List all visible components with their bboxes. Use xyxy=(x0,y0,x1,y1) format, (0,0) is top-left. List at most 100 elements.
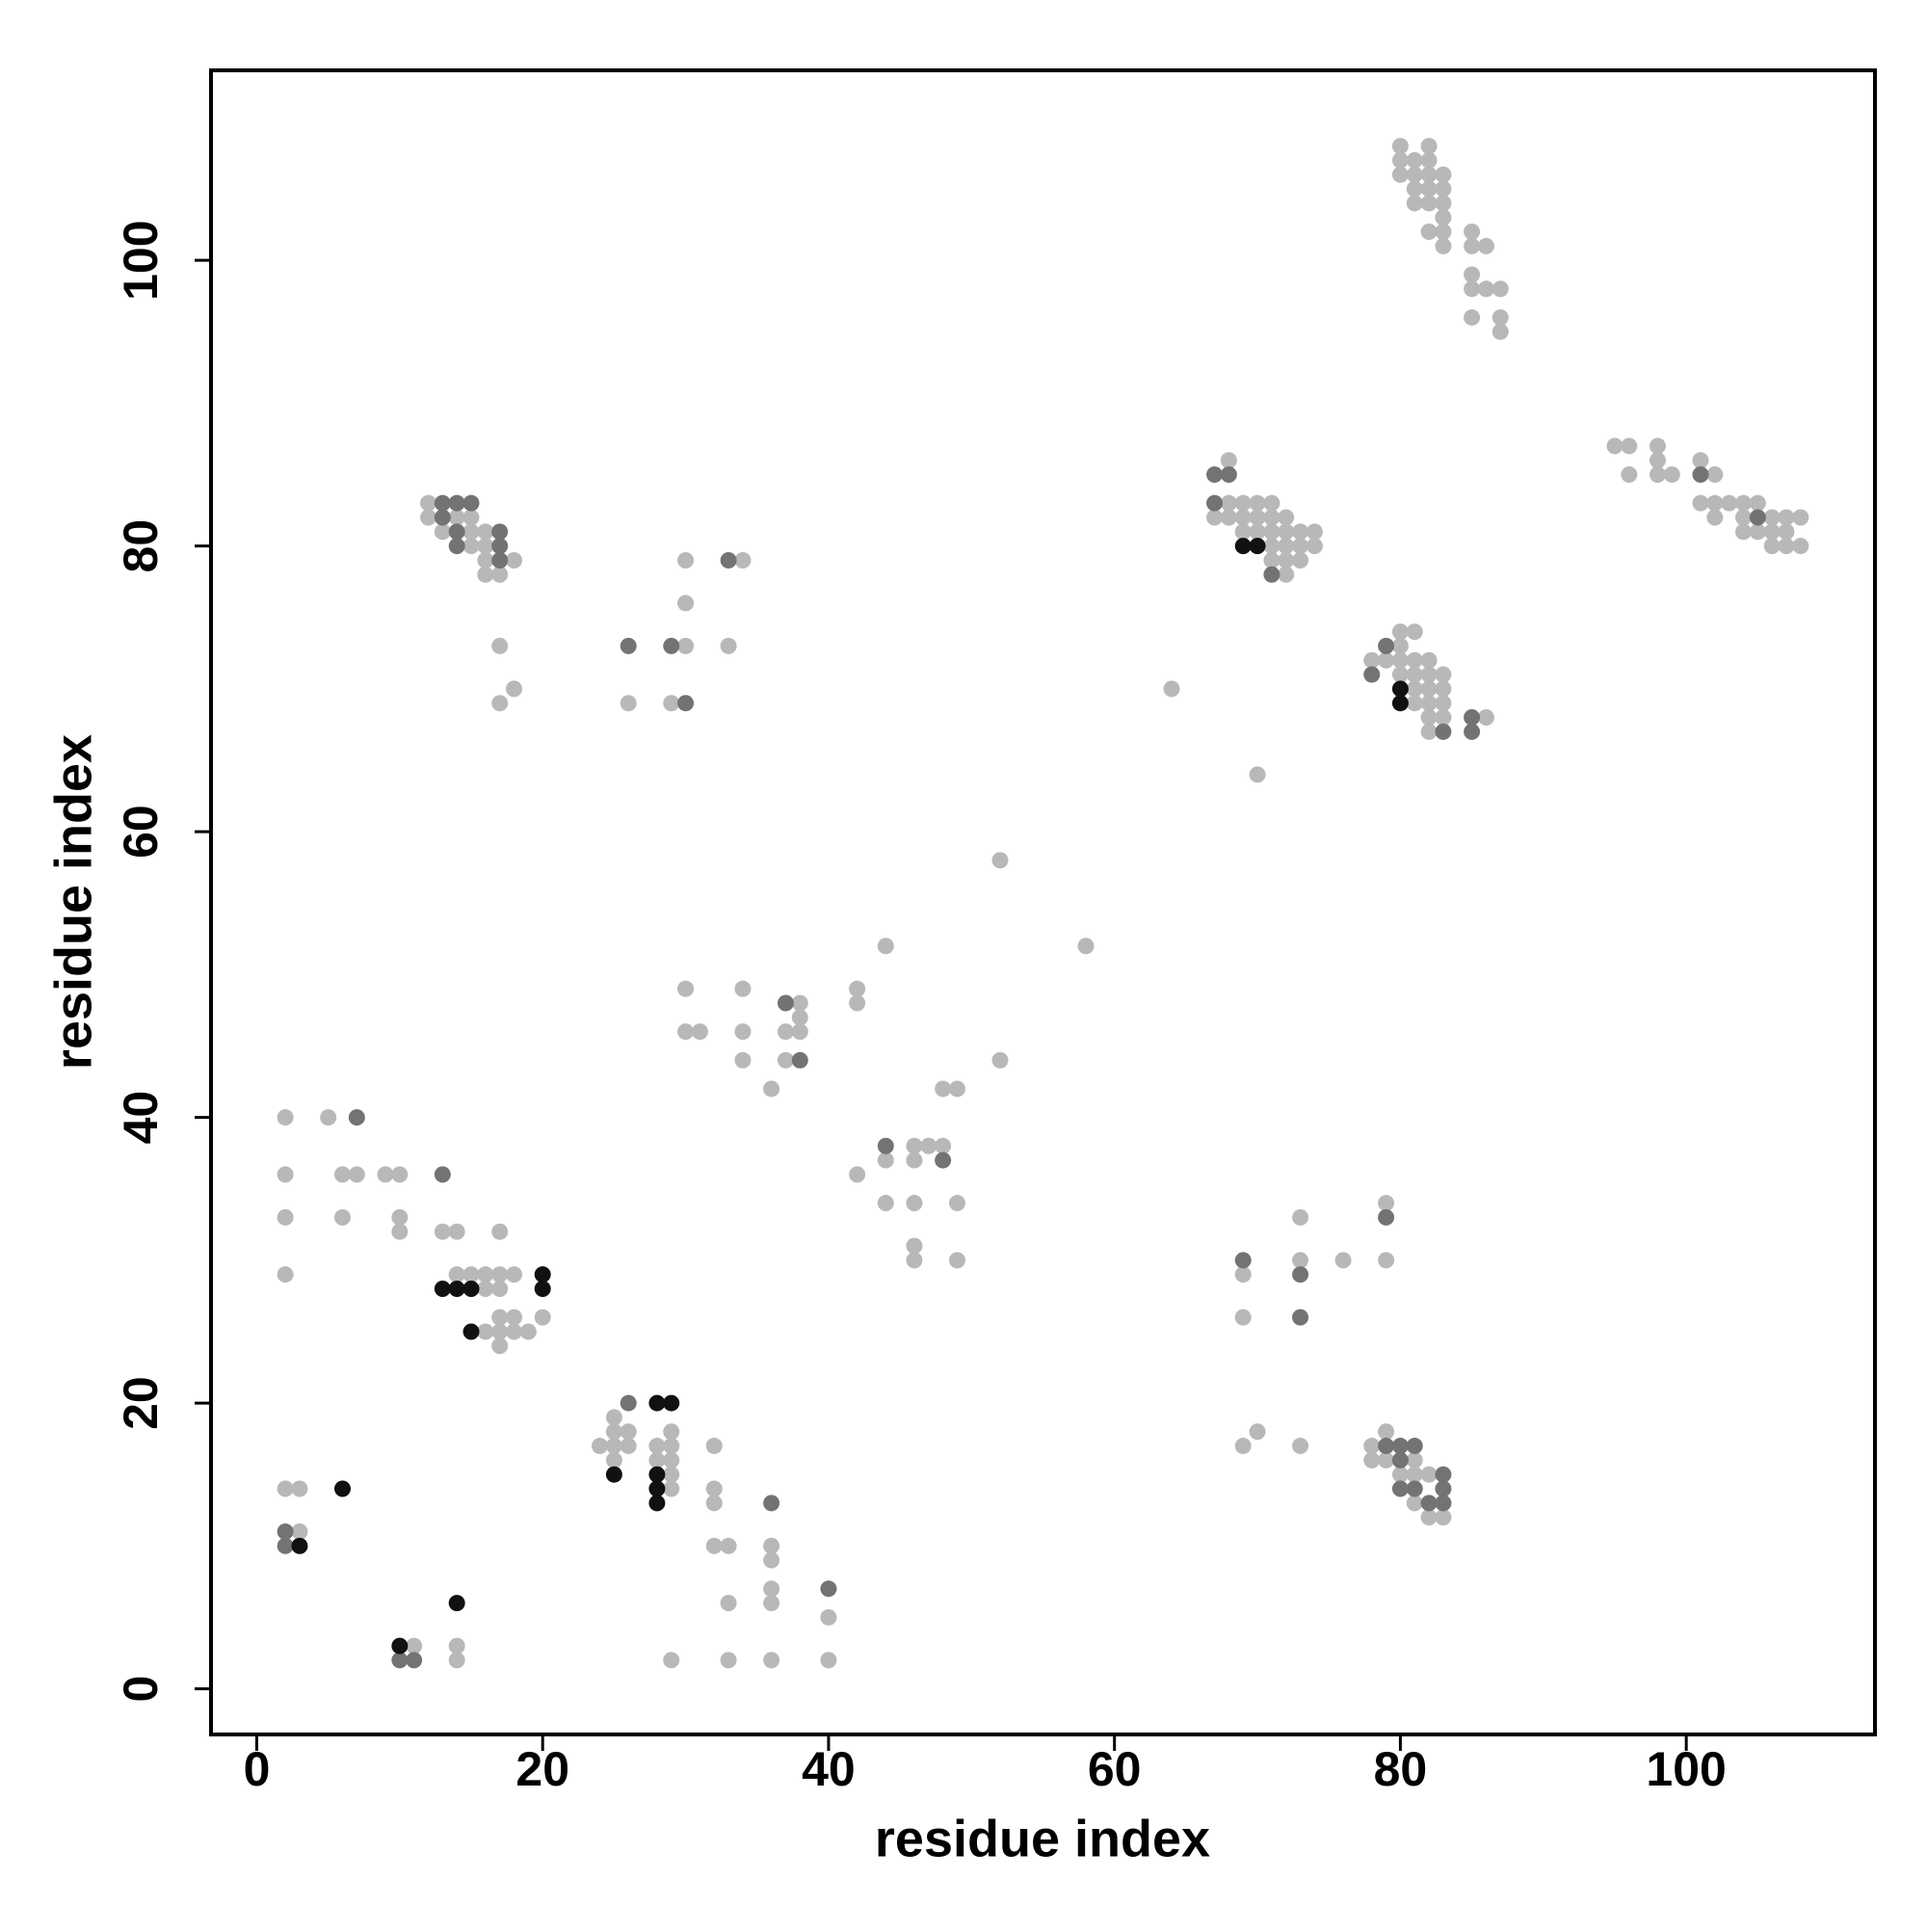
point xyxy=(519,1323,537,1340)
point xyxy=(663,1394,680,1412)
point xyxy=(1292,538,1309,555)
point xyxy=(1663,466,1680,484)
point xyxy=(1292,523,1309,541)
point xyxy=(1792,538,1809,555)
point xyxy=(648,1394,666,1412)
point xyxy=(1378,1451,1395,1469)
point xyxy=(935,1080,952,1098)
point xyxy=(849,1166,866,1183)
point xyxy=(1464,308,1481,326)
point xyxy=(506,1323,523,1340)
point xyxy=(948,1080,965,1098)
point xyxy=(677,1023,695,1041)
point xyxy=(1234,509,1252,526)
point xyxy=(1435,666,1452,683)
point xyxy=(506,680,523,698)
point xyxy=(391,1166,409,1183)
point xyxy=(448,523,465,541)
point xyxy=(434,1280,451,1297)
point xyxy=(648,1438,666,1455)
point xyxy=(1406,180,1423,198)
point xyxy=(491,538,509,555)
point xyxy=(448,1223,465,1240)
point xyxy=(1391,1438,1409,1455)
y-tick-label: 0 xyxy=(114,1676,168,1703)
point xyxy=(1292,1252,1309,1269)
point xyxy=(820,1608,837,1626)
point xyxy=(1278,538,1295,555)
point xyxy=(592,1438,609,1455)
point xyxy=(605,1423,622,1441)
point xyxy=(1406,1451,1423,1469)
point xyxy=(1735,509,1753,526)
x-tick-label: 40 xyxy=(802,1742,856,1796)
point xyxy=(491,695,509,712)
point xyxy=(491,1309,509,1326)
point xyxy=(663,1423,680,1441)
point xyxy=(477,538,494,555)
point xyxy=(1435,680,1452,698)
point xyxy=(820,1580,837,1598)
point xyxy=(820,1652,837,1669)
point xyxy=(1477,280,1494,298)
point xyxy=(448,1595,465,1612)
point xyxy=(1263,523,1280,541)
point xyxy=(448,1652,465,1669)
point xyxy=(1278,523,1295,541)
point xyxy=(620,637,637,654)
point xyxy=(620,1438,637,1455)
point xyxy=(1334,1252,1352,1269)
x-tick-label: 0 xyxy=(244,1742,271,1796)
point xyxy=(448,1280,465,1297)
point xyxy=(1706,494,1724,512)
point xyxy=(663,1451,680,1469)
point xyxy=(1420,224,1438,241)
point xyxy=(1406,666,1423,683)
point xyxy=(1306,538,1323,555)
point xyxy=(1406,651,1423,669)
point xyxy=(477,551,494,569)
point xyxy=(1378,637,1395,654)
point xyxy=(277,1537,294,1554)
point xyxy=(1263,566,1280,583)
point xyxy=(534,1280,551,1297)
x-axis-title: residue index xyxy=(875,1810,1210,1867)
point xyxy=(1292,1266,1309,1284)
point xyxy=(506,1309,523,1326)
point xyxy=(920,1137,937,1154)
point xyxy=(906,1252,923,1269)
point xyxy=(491,1280,509,1297)
point xyxy=(677,980,695,997)
point xyxy=(1420,723,1438,740)
point xyxy=(1435,709,1452,727)
x-tick-label: 100 xyxy=(1646,1742,1726,1796)
point xyxy=(1406,166,1423,183)
point xyxy=(763,1080,780,1098)
point xyxy=(1220,466,1237,484)
point xyxy=(1391,1480,1409,1497)
point xyxy=(763,1652,780,1669)
point xyxy=(448,1637,465,1654)
point xyxy=(849,994,866,1012)
point xyxy=(1763,509,1781,526)
point xyxy=(1749,494,1766,512)
point xyxy=(1391,1451,1409,1469)
point xyxy=(1491,323,1509,340)
point xyxy=(1263,538,1280,555)
point xyxy=(1435,1480,1452,1497)
point xyxy=(663,1466,680,1483)
point xyxy=(1491,280,1509,298)
point xyxy=(777,1023,794,1041)
point xyxy=(1420,651,1438,669)
point xyxy=(720,1537,737,1554)
point xyxy=(791,1051,808,1069)
point xyxy=(448,1266,465,1284)
point xyxy=(448,494,465,512)
point xyxy=(1420,180,1438,198)
point xyxy=(434,1166,451,1183)
point xyxy=(1435,1466,1452,1483)
point xyxy=(877,938,894,955)
point xyxy=(763,1537,780,1554)
point xyxy=(663,1438,680,1455)
